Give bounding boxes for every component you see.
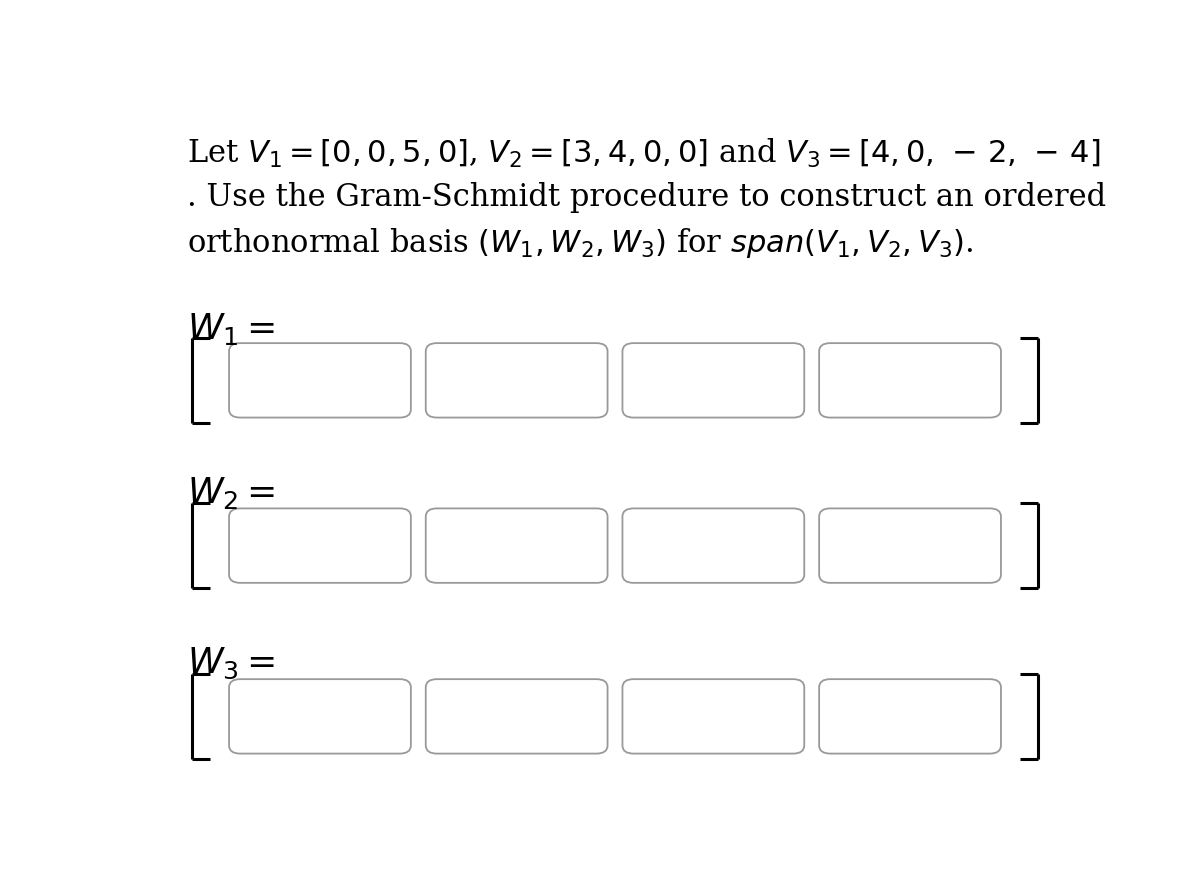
- FancyBboxPatch shape: [623, 344, 804, 418]
- FancyBboxPatch shape: [820, 509, 1001, 583]
- FancyBboxPatch shape: [820, 344, 1001, 418]
- Text: Let $V_1 = [0, 0, 5, 0]$, $V_2 = [3, 4, 0, 0]$ and $V_3 = [4, 0,\,-\,2,\,-\,4]$: Let $V_1 = [0, 0, 5, 0]$, $V_2 = [3, 4, …: [187, 137, 1100, 170]
- Text: orthonormal basis $(W_1, W_2, W_3)$ for $\mathit{span}(V_1, V_2, V_3)$.: orthonormal basis $(W_1, W_2, W_3)$ for …: [187, 226, 973, 260]
- Text: $W_1 =$: $W_1 =$: [187, 311, 276, 347]
- FancyBboxPatch shape: [623, 680, 804, 754]
- FancyBboxPatch shape: [426, 680, 607, 754]
- FancyBboxPatch shape: [623, 509, 804, 583]
- FancyBboxPatch shape: [229, 344, 410, 418]
- FancyBboxPatch shape: [229, 509, 410, 583]
- Text: $W_3 =$: $W_3 =$: [187, 645, 276, 680]
- FancyBboxPatch shape: [229, 680, 410, 754]
- FancyBboxPatch shape: [426, 344, 607, 418]
- Text: $W_2 =$: $W_2 =$: [187, 475, 276, 510]
- FancyBboxPatch shape: [426, 509, 607, 583]
- FancyBboxPatch shape: [820, 680, 1001, 754]
- Text: . Use the Gram-Schmidt procedure to construct an ordered: . Use the Gram-Schmidt procedure to cons…: [187, 182, 1106, 213]
